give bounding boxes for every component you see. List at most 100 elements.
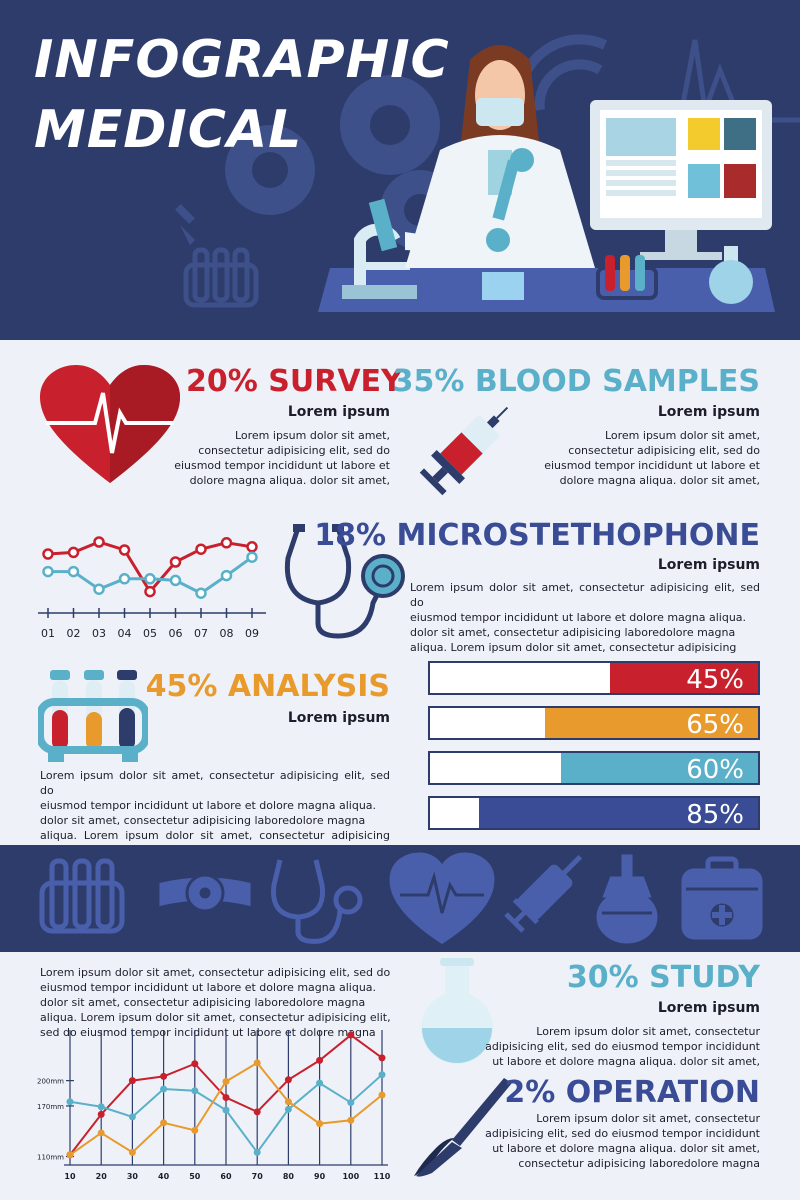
bottom-text: Lorem ipsum dolor sit amet, consectetur …	[40, 965, 392, 1040]
operation-heading: 2% OPERATION	[504, 1075, 760, 1110]
data-point	[316, 1079, 324, 1087]
data-point	[118, 573, 131, 585]
text-line: eiusmod tempor incididunt ut labore et d…	[410, 611, 747, 624]
text-line: adipisicing elit, sed do eiusmod tempor …	[485, 1127, 760, 1140]
study-heading: 30% STUDY	[566, 960, 760, 995]
survey-text: Lorem ipsum dolor sit amet, consectetur …	[174, 428, 390, 488]
data-point	[66, 1098, 74, 1106]
data-point	[316, 1120, 324, 1128]
blood-samples-subtitle: Lorem ipsum	[657, 404, 760, 420]
data-point	[93, 583, 105, 595]
text-line: consectetur adipisicing elit, sed do	[568, 444, 760, 457]
blood-samples-heading: 35% BLOOD SAMPLES	[392, 364, 760, 399]
progress-bar: 45%	[428, 661, 760, 695]
header-illustration	[175, 34, 800, 312]
data-point	[222, 1094, 230, 1101]
x-tick-label: 07	[194, 627, 208, 640]
flask-icon	[421, 958, 493, 1064]
x-tick-label: 08	[220, 627, 234, 640]
x-tick-label: 10	[64, 1172, 76, 1181]
data-point	[144, 585, 156, 598]
data-point	[93, 536, 105, 548]
text-line: eiusmod tempor incididunt ut labore et d…	[40, 981, 377, 994]
y-tick-label: 110mm	[37, 1154, 64, 1162]
data-point	[220, 569, 233, 582]
microstethophone-subtitle: Lorem ipsum	[657, 557, 760, 573]
progress-bar: 65%	[428, 706, 760, 740]
line-chart-small: 01 02 03 04 05 06 07 08 09	[38, 536, 266, 640]
data-point	[42, 565, 54, 578]
progress-fill	[544, 708, 758, 738]
data-point	[144, 573, 156, 585]
data-point	[284, 1076, 292, 1084]
data-point	[191, 1060, 199, 1068]
progress-fill	[610, 663, 758, 693]
analysis-heading: 45% ANALYSIS	[145, 669, 390, 704]
data-point	[160, 1072, 168, 1080]
test-tube-rack-icon	[38, 670, 148, 762]
text-line: Lorem ipsum dolor sit amet, consectetur …	[40, 769, 390, 797]
monitor-icon	[590, 100, 772, 260]
x-tick-label: 05	[143, 627, 157, 640]
data-point	[160, 1085, 168, 1093]
data-point	[284, 1105, 292, 1113]
text-line: Lorem ipsum dolor sit amet,	[234, 429, 390, 442]
microstethophone-heading: 18% MICROSTETHOPHONE	[314, 518, 760, 553]
text-line: Lorem ipsum dolor sit amet,	[604, 429, 760, 442]
data-point	[222, 1106, 230, 1114]
survey-heading: 20% SURVEY	[186, 364, 403, 399]
heart-pulse-icon	[40, 365, 180, 483]
data-point	[316, 1056, 324, 1064]
data-point	[191, 1126, 199, 1134]
data-point	[169, 556, 182, 568]
icon-band-svg	[39, 852, 763, 944]
data-point	[195, 543, 207, 555]
data-point	[169, 574, 182, 587]
x-tick-label: 09	[245, 627, 259, 640]
line-chart-large: 10 20 30 40 50 60 70 80 90 100 110 200mm 170mm 110mm	[37, 1030, 391, 1181]
x-tick-label: 90	[314, 1172, 326, 1181]
data-point	[253, 1108, 261, 1116]
text-line: consectetur adipisicing elit, sed do	[198, 444, 390, 457]
data-point	[97, 1103, 105, 1111]
x-tick-label: 01	[41, 627, 55, 640]
syringe-icon	[419, 406, 509, 496]
text-line: ut labore et dolore magna aliqua. dolor …	[492, 1055, 760, 1068]
x-tick-label: 03	[92, 627, 106, 640]
survey-subtitle: Lorem ipsum	[287, 404, 390, 420]
data-point	[284, 1098, 292, 1106]
analysis-text: Lorem ipsum dolor sit amet, consectetur …	[40, 768, 390, 858]
enema-bulb-icon	[596, 854, 658, 944]
data-point	[128, 1077, 136, 1085]
stethoscope-icon	[271, 859, 363, 944]
test-tube-rack-icon	[183, 247, 259, 308]
microscope-icon	[342, 198, 417, 299]
text-line: dolor sit amet, consectetur adipisicing …	[40, 996, 366, 1009]
data-point	[378, 1091, 386, 1099]
data-point	[118, 544, 131, 556]
data-point	[347, 1099, 355, 1107]
page-title-line2: MEDICAL	[34, 100, 303, 160]
data-point	[67, 546, 80, 559]
heart-pulse-icon	[389, 852, 495, 944]
x-tick-label: 20	[96, 1172, 108, 1181]
text-line: eiusmod tempor incididunt ut labore et	[544, 459, 760, 472]
x-tick-label: 110	[374, 1172, 391, 1181]
x-tick-label: 60	[220, 1172, 232, 1181]
data-point	[222, 1077, 230, 1085]
data-point	[378, 1054, 386, 1062]
scalpel-icon	[414, 1078, 512, 1177]
analysis-subtitle: Lorem ipsum	[287, 710, 390, 726]
text-line: sed do eiusmod tempor incididunt ut labo…	[40, 1026, 376, 1039]
text-line: ut labore et dolore magna aliqua. dolor …	[492, 1142, 760, 1155]
data-point	[42, 548, 54, 560]
x-tick-label: 70	[252, 1172, 264, 1181]
test-tube-rack-desk	[596, 255, 658, 300]
x-tick-label: 50	[189, 1172, 201, 1181]
test-tube-rack-icon	[39, 858, 125, 934]
text-line: dolor sit amet, consectetur adipisicing …	[410, 626, 736, 639]
data-point	[246, 541, 258, 553]
progress-fill	[479, 798, 758, 828]
data-point	[195, 587, 207, 599]
syringe-icon	[504, 854, 583, 933]
